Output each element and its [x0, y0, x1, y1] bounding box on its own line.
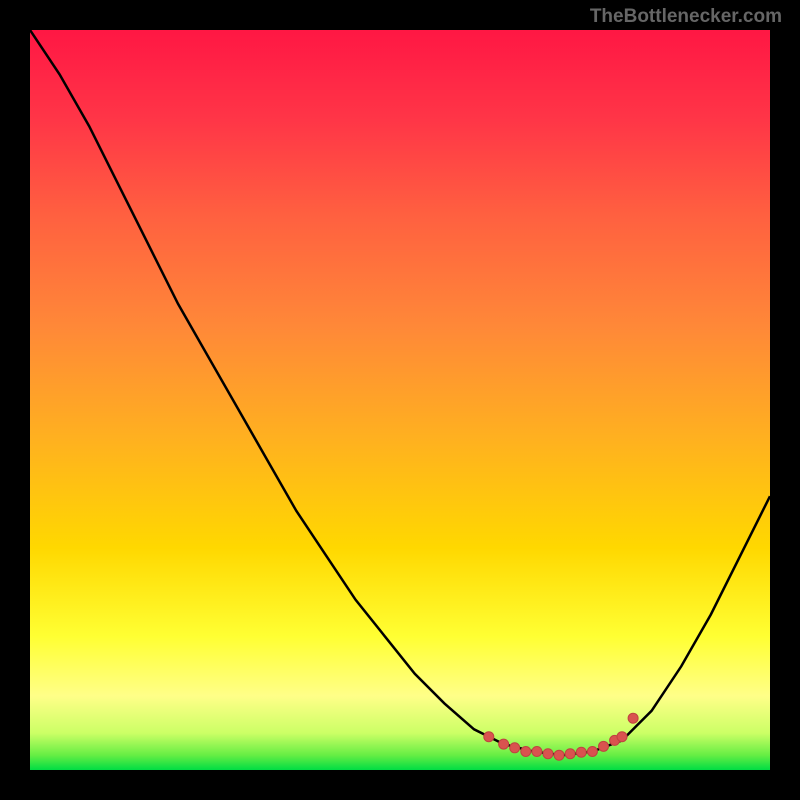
curve-marker — [565, 749, 575, 759]
curve-marker — [576, 747, 586, 757]
plot-area — [30, 30, 770, 770]
curve-marker — [484, 732, 494, 742]
curve-marker — [510, 743, 520, 753]
bottleneck-curve — [30, 30, 770, 770]
curve-marker — [628, 713, 638, 723]
watermark-text: TheBottlenecker.com — [590, 6, 782, 28]
curve-marker — [499, 739, 509, 749]
curve-marker — [599, 741, 609, 751]
curve-marker — [532, 747, 542, 757]
curve-marker — [554, 750, 564, 760]
curve-marker — [587, 747, 597, 757]
curve-marker — [521, 747, 531, 757]
chart-container: TheBottlenecker.com — [0, 0, 800, 800]
curve-marker — [543, 749, 553, 759]
curve-marker — [617, 732, 627, 742]
